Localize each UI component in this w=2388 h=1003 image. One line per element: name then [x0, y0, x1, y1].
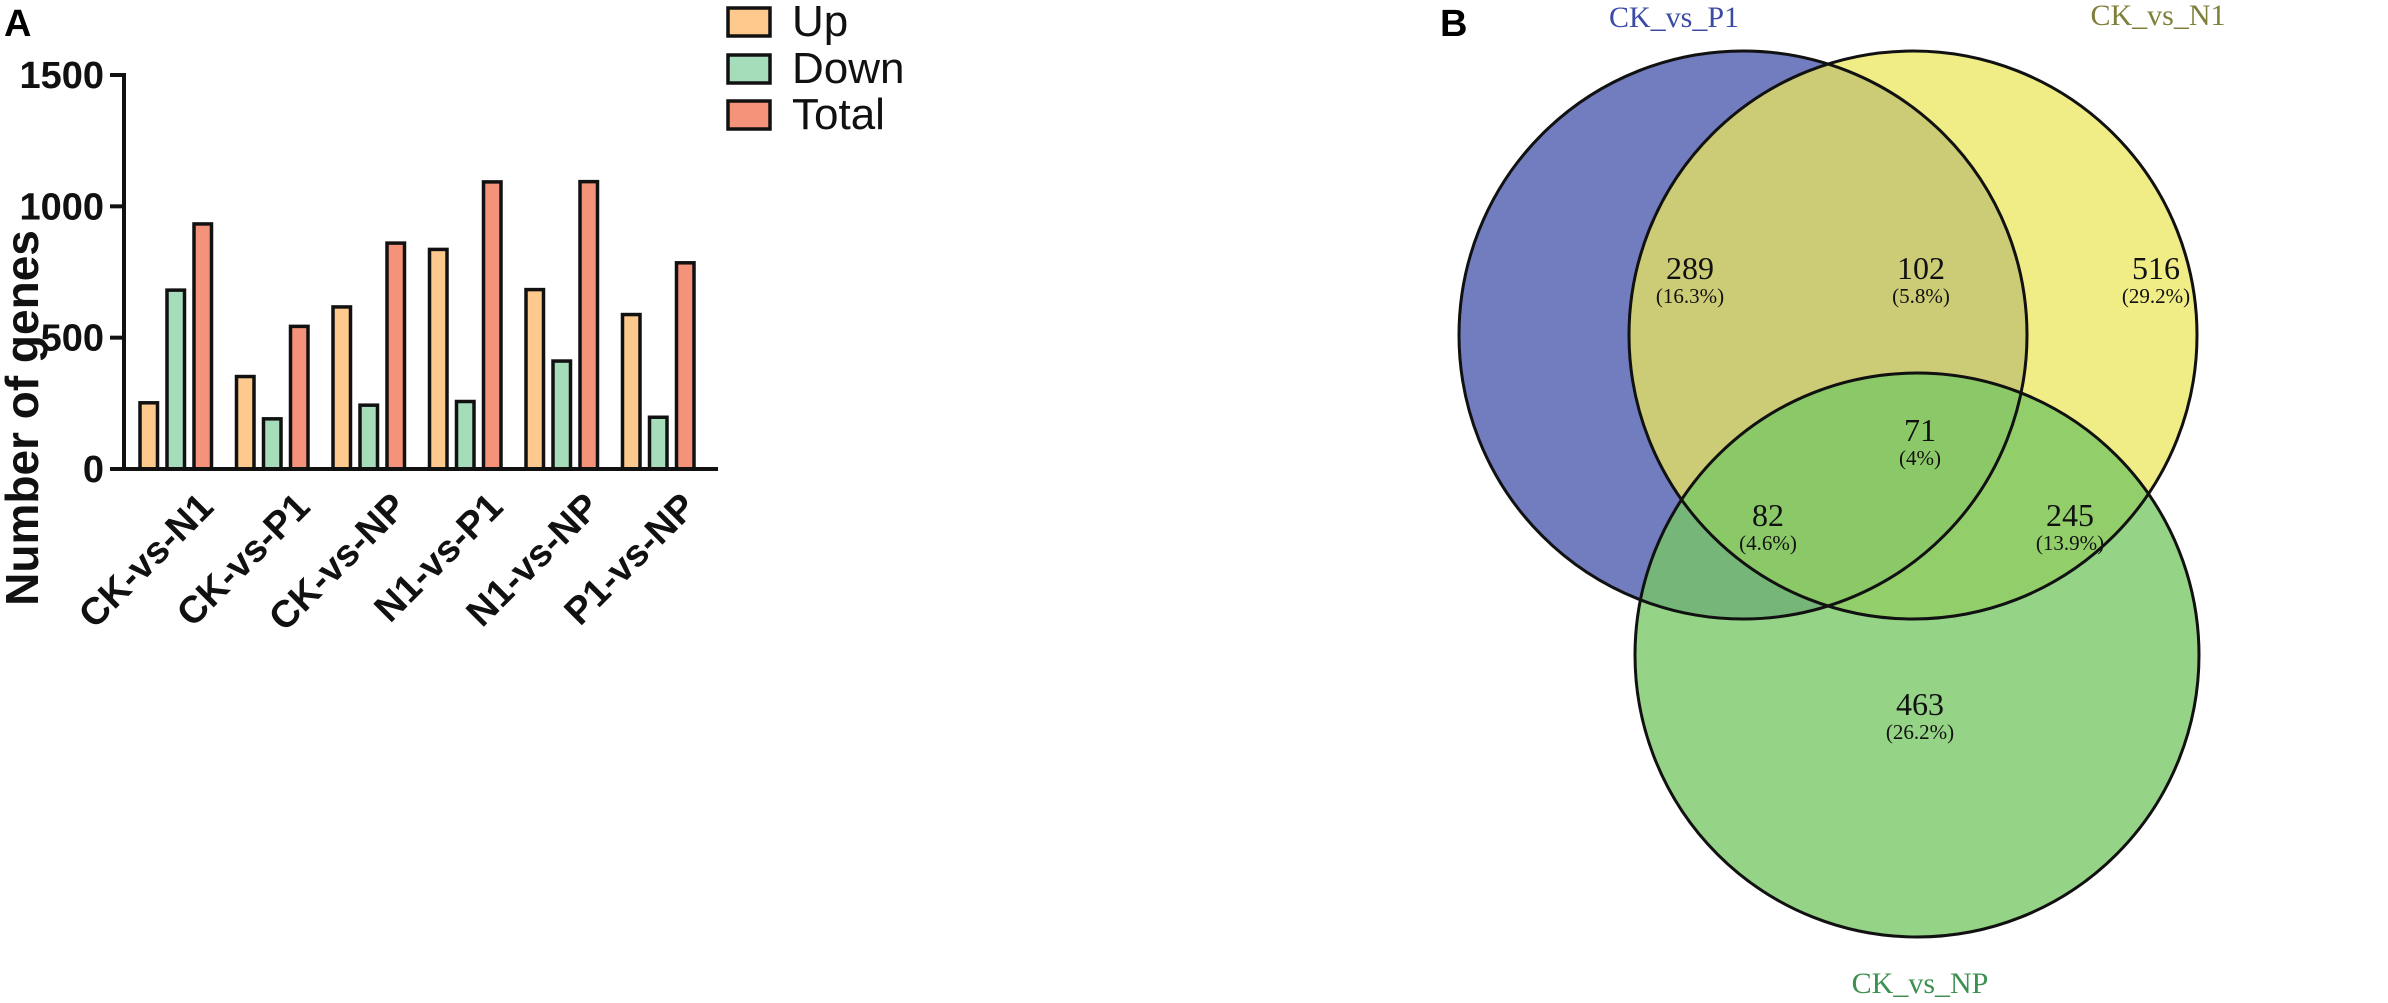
venn-region-all-count: 71	[1904, 412, 1936, 448]
venn-region-p1-only-count: 289	[1666, 250, 1714, 286]
venn-outline-ck-vs-p1	[1457, 49, 2029, 621]
bar-up-ck-vs-n1	[138, 401, 160, 471]
venn-region-all-pct: (4%)	[1899, 446, 1941, 470]
y-tick-label: 1000	[19, 186, 104, 228]
venn-region-n1-only-count: 516	[2132, 250, 2180, 286]
bar-total-n1-vs-np	[578, 179, 600, 471]
bar-total-p1-vs-np	[674, 261, 696, 471]
panel-b-letter: B	[1440, 3, 1467, 45]
venn-title-ck-vs-np: CK_vs_NP	[1852, 967, 1989, 1000]
venn-outline-ck-vs-n1	[1627, 49, 2199, 621]
venn-region-np-only-count: 463	[1896, 686, 1944, 722]
bar-down-ck-vs-n1	[165, 288, 187, 471]
venn-outline-ck-vs-np	[1633, 371, 2201, 939]
y-tick-label: 500	[41, 318, 104, 360]
x-axis-category-labels: CK-vs-N1CK-vs-P1CK-vs-NPN1-vs-P1N1-vs-NP…	[71, 486, 704, 640]
y-tick-label: 1500	[19, 55, 104, 97]
bar-down-n1-vs-p1	[454, 399, 476, 471]
panel-a-letter: A	[4, 3, 31, 45]
bar-down-n1-vs-np	[551, 359, 573, 471]
bar-chart: Number of genes 0 500 1000 1500 CK-vs-N1CK-…	[0, 0, 905, 639]
legend-swatch-down	[726, 53, 772, 85]
bar-marks	[138, 179, 696, 471]
legend-label-total: Total	[792, 90, 885, 139]
legend-label-down: Down	[792, 44, 905, 93]
venn-diagram: CK_vs_P1 CK_vs_N1 CK_vs_NP 289 (16.3%) 1…	[1457, 0, 2226, 1000]
bar-total-n1-vs-p1	[481, 180, 503, 471]
legend-swatch-total	[726, 99, 772, 131]
venn-region-p1-n1-pct: (5.8%)	[1892, 284, 1950, 308]
bar-up-ck-vs-p1	[234, 374, 256, 471]
venn-region-n1-np-count: 245	[2046, 497, 2094, 533]
bar-up-p1-vs-np	[620, 312, 642, 471]
bar-total-ck-vs-n1	[192, 222, 214, 471]
bar-total-ck-vs-np	[385, 241, 407, 471]
venn-region-p1-only-pct: (16.3%)	[1656, 284, 1724, 308]
bar-down-ck-vs-p1	[261, 417, 283, 471]
bar-down-p1-vs-np	[647, 415, 669, 471]
venn-region-p1-np-pct: (4.6%)	[1739, 531, 1797, 555]
y-axis-ticks: 0 500 1000 1500	[19, 55, 124, 491]
venn-region-p1-n1-count: 102	[1897, 250, 1945, 286]
venn-circle-ck-vs-np	[1635, 373, 2199, 937]
legend-label-up: Up	[792, 0, 848, 46]
venn-region-n1-only-pct: (29.2%)	[2122, 284, 2190, 308]
venn-title-ck-vs-p1: CK_vs_P1	[1609, 1, 1739, 34]
y-tick-label: 0	[83, 449, 104, 491]
bar-total-ck-vs-p1	[288, 324, 310, 471]
venn-title-ck-vs-n1: CK_vs_N1	[2090, 0, 2225, 32]
bar-up-n1-vs-np	[524, 287, 546, 471]
venn-region-n1-np-pct: (13.9%)	[2036, 531, 2104, 555]
bar-up-ck-vs-np	[331, 305, 353, 471]
venn-region-p1-np-count: 82	[1752, 497, 1784, 533]
venn-region-np-only-pct: (26.2%)	[1886, 720, 1954, 744]
bar-up-n1-vs-p1	[427, 247, 449, 471]
y-axis-label: Number of genes	[0, 230, 48, 606]
bar-down-ck-vs-np	[358, 403, 380, 471]
legend-swatch-up	[726, 6, 772, 38]
